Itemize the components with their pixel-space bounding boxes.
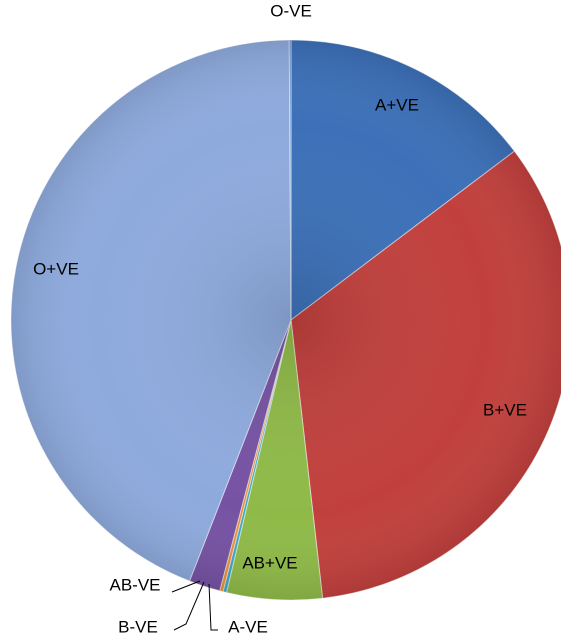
leader-line (171, 580, 201, 593)
slice-label: A-VE (228, 617, 268, 636)
leader-line (208, 583, 218, 631)
slice-label: O-VE (270, 1, 312, 20)
slice-label: AB-VE (109, 575, 160, 594)
labels: A+VE B+VE AB+VE A-VE B-VE AB-VE O+VE O-VE (33, 1, 527, 636)
slice-label: B+VE (483, 400, 527, 419)
slice-label: A+VE (375, 95, 419, 114)
slice-label: B-VE (118, 617, 158, 636)
slice-label: AB+VE (242, 553, 297, 572)
leader-line (173, 581, 205, 631)
slice-label: O+VE (33, 259, 79, 278)
slices (10, 39, 561, 601)
